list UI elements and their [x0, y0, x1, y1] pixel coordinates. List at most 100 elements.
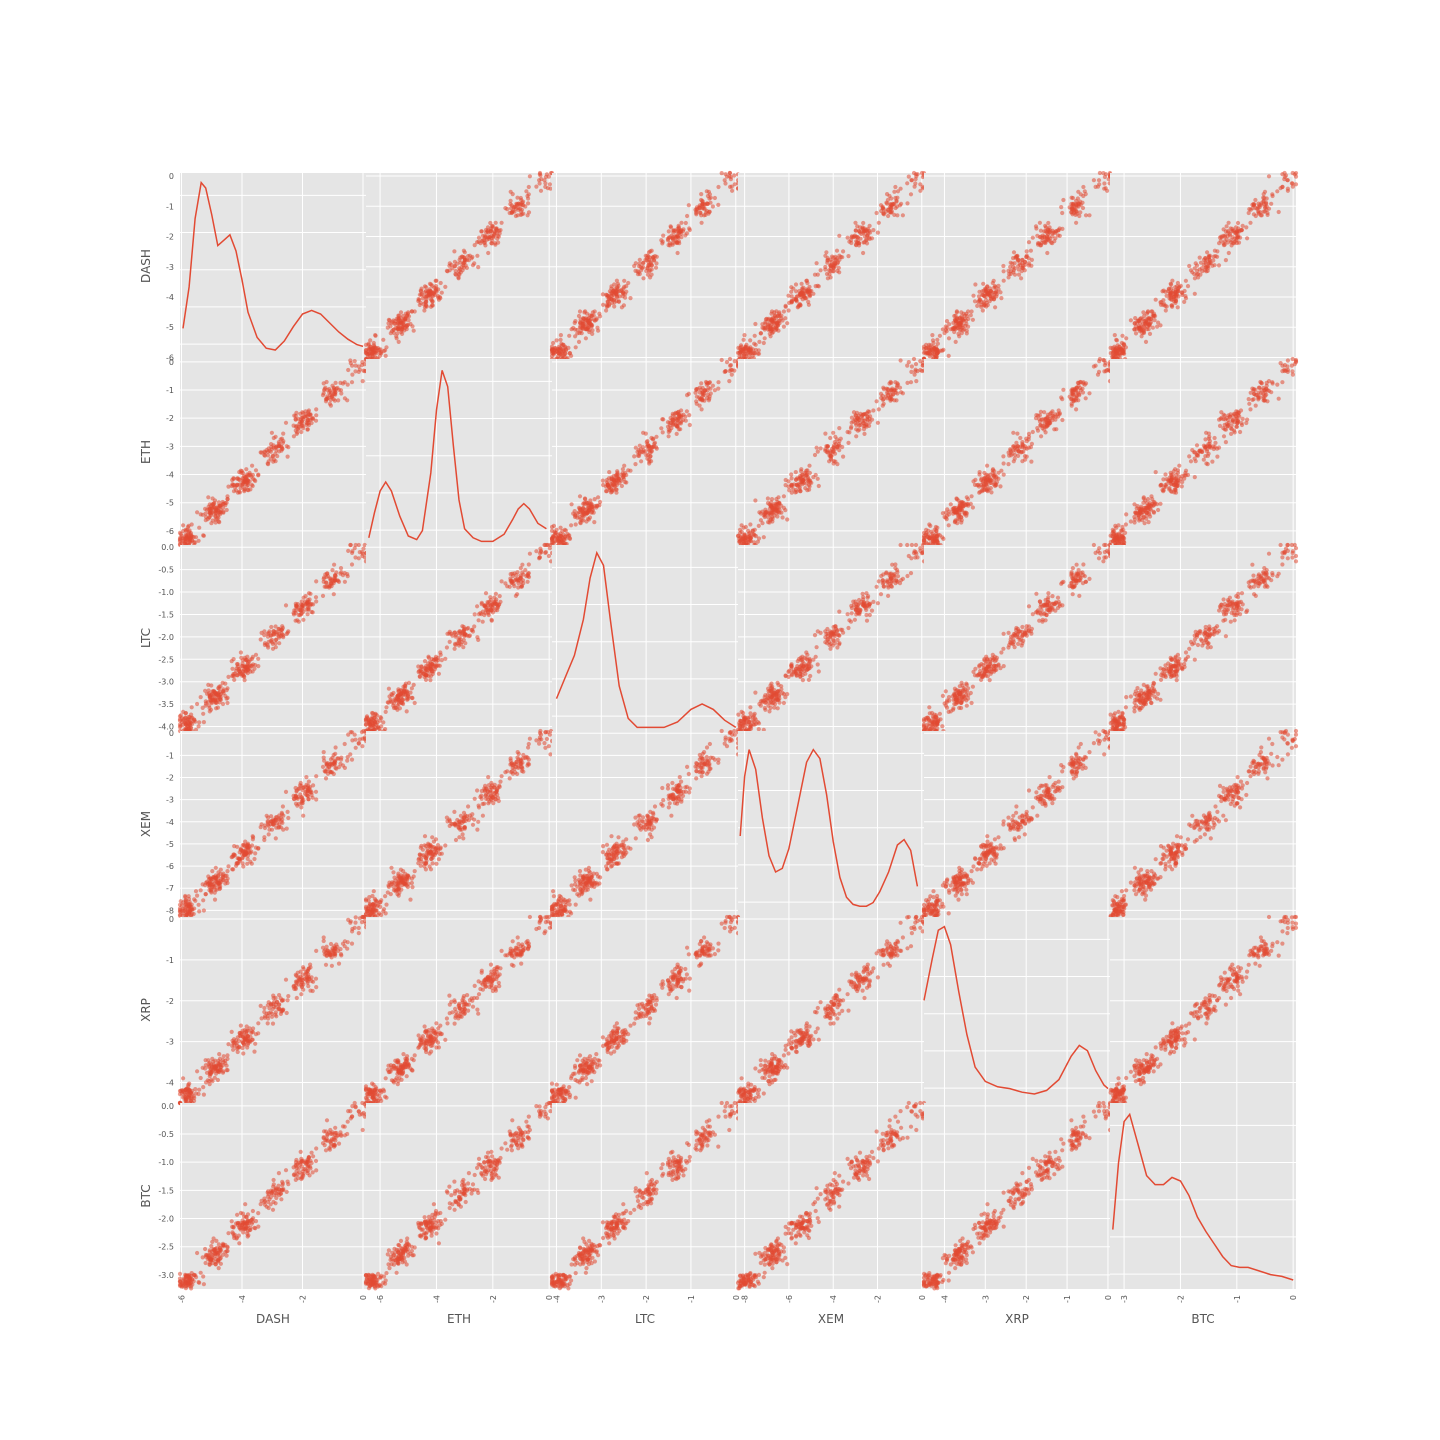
- scatter-point: [1234, 231, 1239, 236]
- panel-eth-vs-eth: [366, 359, 552, 545]
- scatter-point: [605, 482, 610, 487]
- scatter-point: [417, 292, 422, 297]
- scatter-point: [357, 550, 362, 555]
- scatter-point: [361, 546, 366, 551]
- scatter-point: [742, 333, 747, 338]
- scatter-point: [519, 212, 525, 217]
- scatter-point: [1035, 428, 1041, 433]
- scatter-point: [944, 513, 950, 518]
- scatter-point: [705, 193, 711, 199]
- scatter-point: [457, 257, 462, 262]
- scatter-point: [281, 431, 286, 436]
- scatter-point: [838, 436, 843, 441]
- scatter-point: [1285, 364, 1290, 369]
- scatter-point: [235, 482, 240, 487]
- scatter-point: [1285, 358, 1290, 363]
- scatter-point: [1240, 416, 1245, 421]
- scatter-point: [573, 334, 578, 339]
- scatter-point: [386, 317, 391, 322]
- scatter-point: [1270, 381, 1275, 386]
- scatter-point: [320, 593, 326, 599]
- scatter-point: [600, 292, 606, 297]
- scatter-point: [1213, 254, 1218, 259]
- scatter-point: [694, 212, 699, 217]
- scatter-point: [697, 395, 702, 400]
- scatter-point: [1050, 231, 1055, 236]
- scatter-point: [499, 220, 504, 225]
- scatter-point: [1170, 278, 1175, 283]
- scatter-point: [1128, 519, 1133, 524]
- scatter-point: [806, 299, 811, 304]
- scatter-point: [543, 184, 548, 189]
- scatter-point: [1235, 220, 1241, 226]
- scatter-point: [1026, 240, 1032, 245]
- scatter-point: [1158, 323, 1163, 328]
- scatter-point: [756, 348, 761, 353]
- scatter-point: [1093, 184, 1098, 189]
- scatter-point: [807, 294, 813, 299]
- scatter-point: [1097, 170, 1102, 176]
- scatter-point: [1266, 174, 1272, 179]
- scatter-point: [569, 327, 574, 332]
- scatter-point: [980, 489, 985, 494]
- scatter-point: [424, 299, 429, 304]
- scatter-point: [212, 505, 217, 510]
- scatter-point: [832, 263, 837, 268]
- scatter-point: [585, 516, 591, 521]
- scatter-point: [1219, 235, 1224, 240]
- scatter-point: [741, 337, 746, 342]
- scatter-point: [679, 235, 684, 240]
- scatter-point: [908, 192, 914, 197]
- scatter-point: [1182, 288, 1187, 294]
- scatter-point: [1265, 212, 1270, 217]
- panel-dash-vs-xrp: [921, 170, 1113, 362]
- scatter-point: [935, 540, 941, 545]
- scatter-point: [661, 417, 666, 422]
- scatter-point: [622, 284, 627, 289]
- scatter-point: [298, 420, 303, 425]
- scatter-point: [1113, 523, 1118, 529]
- scatter-point: [225, 700, 230, 706]
- scatter-point: [789, 285, 794, 290]
- scatter-point: [924, 527, 929, 532]
- scatter-point: [1215, 454, 1220, 459]
- scatter-point: [841, 454, 846, 459]
- scatter-point: [305, 612, 310, 617]
- scatter-point: [874, 210, 879, 216]
- scatter-point: [1276, 396, 1281, 401]
- scatter-point: [250, 483, 255, 489]
- scatter-point: [915, 369, 920, 374]
- scatter-point: [1137, 518, 1142, 523]
- scatter-point: [609, 483, 614, 489]
- scatter-point: [527, 174, 533, 179]
- scatter-point: [183, 716, 188, 721]
- scatter-point: [229, 659, 234, 664]
- scatter-point: [546, 553, 552, 559]
- scatter-point: [429, 298, 434, 303]
- scatter-point: [1290, 369, 1295, 374]
- scatter-point: [841, 249, 846, 254]
- scatter-point: [977, 289, 982, 294]
- scatter-point: [245, 664, 251, 670]
- scatter-point: [1028, 248, 1033, 253]
- scatter-point: [197, 525, 202, 530]
- scatter-point: [267, 448, 272, 453]
- scatter-point: [935, 347, 940, 353]
- scatter-point: [813, 284, 818, 289]
- scatter-point: [323, 580, 329, 585]
- scatter-point: [286, 445, 291, 450]
- scatter-point: [582, 496, 588, 501]
- scatter-point: [945, 325, 950, 330]
- panel-ltc-vs-eth: [363, 542, 555, 734]
- scatter-point: [666, 429, 671, 435]
- scatter-point: [198, 695, 203, 700]
- scatter-point: [280, 440, 285, 445]
- scatter-point: [924, 342, 929, 347]
- scatter-point: [537, 178, 542, 183]
- scatter-point: [1120, 524, 1125, 530]
- scatter-point: [1152, 318, 1157, 323]
- scatter-point: [742, 532, 747, 537]
- scatter-point: [489, 617, 494, 622]
- scatter-point: [854, 434, 859, 439]
- scatter-point: [649, 272, 654, 277]
